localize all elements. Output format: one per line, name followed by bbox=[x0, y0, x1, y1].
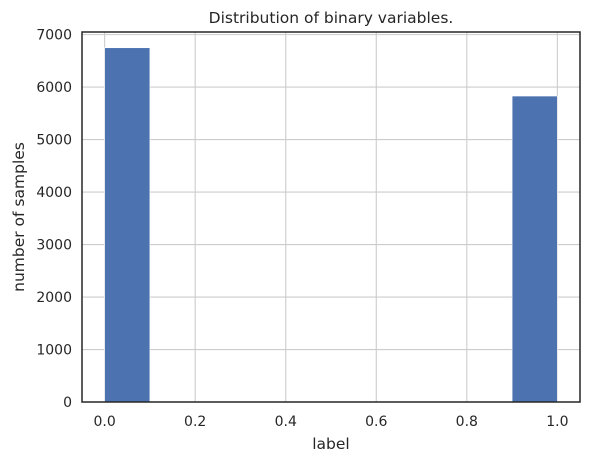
x-axis-ticks: 0.0 0.2 0.4 0.6 0.8 1.0 bbox=[94, 414, 569, 430]
plot-frame bbox=[81, 31, 581, 403]
histogram-bars bbox=[104, 47, 558, 403]
grid-lines bbox=[82, 32, 580, 403]
x-tick-label: 0.0 bbox=[94, 414, 116, 430]
y-tick-label: 5000 bbox=[36, 133, 72, 149]
x-tick-label: 0.8 bbox=[456, 414, 478, 430]
x-tick-label: 0.4 bbox=[275, 414, 297, 430]
y-tick-label: 0 bbox=[63, 395, 72, 411]
y-axis-label: number of samples bbox=[10, 142, 28, 292]
y-tick-label: 1000 bbox=[36, 343, 72, 359]
x-tick-label: 1.0 bbox=[546, 414, 568, 430]
x-tick-label: 0.6 bbox=[365, 414, 387, 430]
chart-title: Distribution of binary variables. bbox=[209, 9, 454, 27]
histogram-bar bbox=[511, 95, 558, 403]
y-tick-label: 3000 bbox=[36, 238, 72, 254]
y-axis-ticks: 0 1000 2000 3000 4000 5000 6000 7000 bbox=[36, 28, 72, 411]
histogram-bar bbox=[104, 47, 151, 403]
y-tick-label: 7000 bbox=[36, 28, 72, 44]
y-tick-label: 6000 bbox=[36, 80, 72, 96]
x-axis-label: label bbox=[312, 435, 350, 453]
y-tick-label: 2000 bbox=[36, 290, 72, 306]
x-tick-label: 0.2 bbox=[184, 414, 206, 430]
y-tick-label: 4000 bbox=[36, 185, 72, 201]
